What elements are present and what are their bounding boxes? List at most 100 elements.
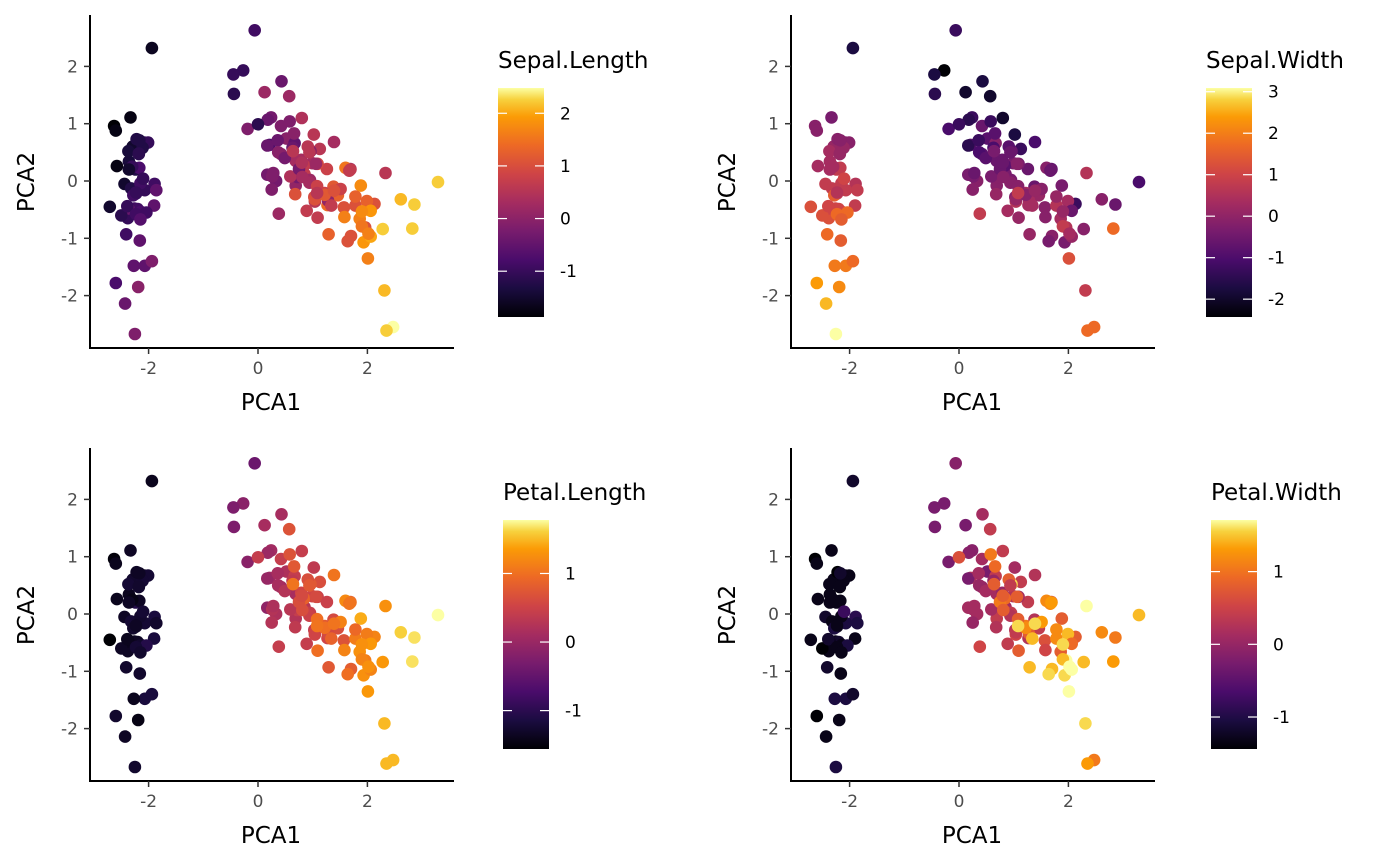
data-point <box>284 603 297 616</box>
data-point <box>109 709 123 723</box>
data-point <box>322 661 335 674</box>
data-point <box>406 222 419 235</box>
data-point <box>267 599 280 613</box>
data-point <box>1008 128 1022 141</box>
data-point <box>989 620 1003 634</box>
data-point <box>1061 627 1075 641</box>
data-point <box>241 122 254 136</box>
data-point <box>851 183 864 197</box>
data-point <box>996 111 1010 125</box>
data-point <box>832 280 846 294</box>
data-point <box>928 68 941 81</box>
data-point <box>823 144 836 158</box>
colorbar-legend: Petal.Length -1 0 1 <box>503 480 646 749</box>
panel-petal-width: -2 0 2 -2 -1 0 1 2 PCA1 PCA2 Petal.Width -1 0 1 <box>715 448 1342 849</box>
data-point <box>830 619 844 632</box>
x-tick-label: 0 <box>253 359 264 379</box>
data-point <box>988 127 1002 140</box>
data-point <box>109 557 123 570</box>
data-point <box>271 567 285 580</box>
y-tick-label: -1 <box>61 229 78 249</box>
data-point <box>984 115 997 128</box>
data-point <box>810 709 824 723</box>
data-point <box>1063 660 1076 673</box>
data-point <box>132 147 146 160</box>
data-point <box>145 41 159 55</box>
data-point <box>265 183 279 196</box>
data-point <box>341 667 355 681</box>
data-point <box>227 68 240 81</box>
data-point <box>337 634 351 647</box>
data-point <box>275 75 288 88</box>
data-point <box>136 605 150 618</box>
data-point <box>310 619 324 633</box>
y-tick-label: 0 <box>67 605 78 625</box>
colorbar-legend: Sepal.Length -1 0 1 2 <box>498 48 648 317</box>
data-point <box>327 568 341 582</box>
data-point <box>985 170 998 183</box>
data-point <box>1045 163 1058 176</box>
data-point <box>1026 632 1039 645</box>
data-point <box>1061 194 1075 208</box>
data-point <box>996 544 1010 558</box>
data-point <box>1021 595 1035 609</box>
data-point <box>283 115 297 128</box>
data-point <box>819 730 833 743</box>
data-point <box>962 113 976 126</box>
y-tick-label: -2 <box>61 287 78 307</box>
colorbar-tick-label: 2 <box>560 104 571 124</box>
x-tick-label: 2 <box>1063 359 1074 379</box>
data-point <box>988 560 1002 573</box>
data-point <box>288 620 302 634</box>
data-point <box>1056 205 1070 218</box>
data-point <box>118 730 132 743</box>
data-point <box>282 89 296 103</box>
data-point <box>810 276 824 290</box>
data-point <box>816 642 829 655</box>
data-point <box>361 252 375 265</box>
y-tick-label: 2 <box>67 57 78 77</box>
data-point <box>394 193 408 206</box>
data-point <box>804 200 818 214</box>
x-tick-label: 2 <box>1063 792 1074 812</box>
data-point <box>1077 222 1090 236</box>
x-tick-label: -2 <box>841 792 858 812</box>
data-point <box>109 276 123 290</box>
data-point <box>968 599 981 613</box>
data-point <box>1079 284 1092 297</box>
data-point <box>834 667 848 680</box>
data-point <box>378 284 391 297</box>
data-point <box>1012 644 1025 657</box>
x-axis-title: PCA1 <box>942 823 1002 849</box>
data-point <box>295 111 309 125</box>
data-point <box>962 572 975 585</box>
data-point <box>829 327 843 341</box>
data-point <box>811 592 825 606</box>
data-point <box>287 560 301 573</box>
colorbar-tick-label: 3 <box>1268 83 1279 103</box>
data-point <box>846 254 860 268</box>
data-point <box>846 474 860 488</box>
x-tick-label: 2 <box>362 792 373 812</box>
data-point <box>320 595 334 609</box>
data-point <box>1028 617 1042 630</box>
data-point <box>354 179 368 192</box>
colorbar-tick-label: 1 <box>560 157 571 177</box>
x-tick-label: 0 <box>253 792 264 812</box>
data-point <box>344 596 357 609</box>
data-point <box>272 207 286 220</box>
data-point <box>258 85 271 99</box>
data-point <box>300 637 314 651</box>
y-ticks: -2 -1 0 1 2 <box>61 57 90 307</box>
data-point <box>131 280 145 294</box>
data-point <box>1004 579 1017 592</box>
legend-title: Petal.Width <box>1211 480 1342 506</box>
data-point <box>825 544 838 557</box>
data-point <box>309 157 323 171</box>
data-point <box>1055 179 1069 192</box>
data-point <box>1056 638 1070 651</box>
data-point <box>282 522 296 536</box>
data-point <box>834 567 847 580</box>
data-point <box>136 172 150 185</box>
